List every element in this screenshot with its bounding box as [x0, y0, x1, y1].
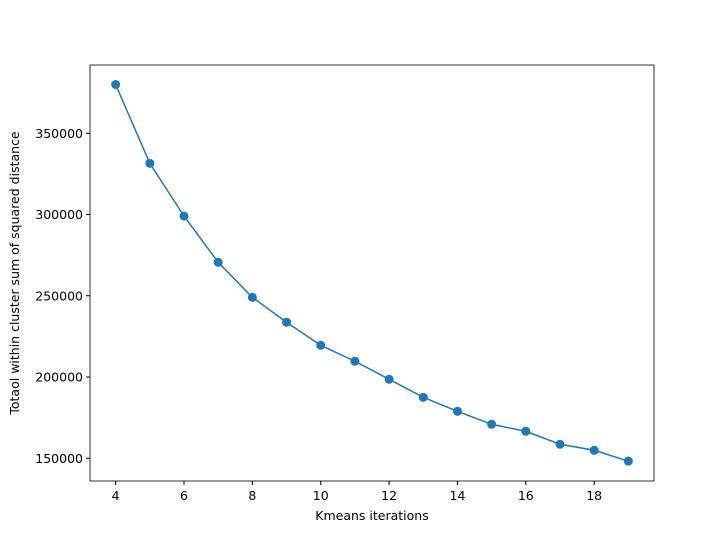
x-tick-label: 14	[450, 488, 466, 503]
point	[145, 158, 155, 168]
x-axis-label: Kmeans iterations	[315, 508, 428, 523]
point	[316, 340, 326, 350]
point	[282, 317, 292, 327]
point	[213, 257, 223, 267]
x-tick-label: 6	[180, 488, 188, 503]
point	[179, 211, 189, 221]
point	[418, 392, 428, 402]
y-axis-label: Totaol within cluster sum of squared dis…	[7, 131, 22, 416]
point	[555, 439, 565, 449]
point	[350, 356, 360, 366]
x-tick-label: 4	[112, 488, 120, 503]
line	[114, 84, 629, 462]
x-tick-label: 12	[381, 488, 397, 503]
plot-frame	[89, 64, 655, 482]
point	[384, 374, 394, 384]
y-tick-label: 350000	[35, 126, 83, 141]
point	[521, 426, 531, 436]
point	[111, 80, 121, 89]
y-tick-label: 300000	[35, 207, 83, 222]
x-tick-label: 18	[586, 488, 602, 503]
x-tick-label: 16	[518, 488, 534, 503]
point	[589, 445, 599, 455]
point	[487, 419, 497, 429]
y-tick-label: 250000	[35, 288, 83, 303]
y-tick-label: 200000	[35, 370, 83, 385]
point	[623, 456, 633, 466]
point	[452, 406, 462, 416]
x-tick-label: 8	[248, 488, 256, 503]
y-tick-label: 150000	[35, 451, 83, 466]
x-tick-label: 10	[313, 488, 329, 503]
point	[247, 292, 257, 302]
